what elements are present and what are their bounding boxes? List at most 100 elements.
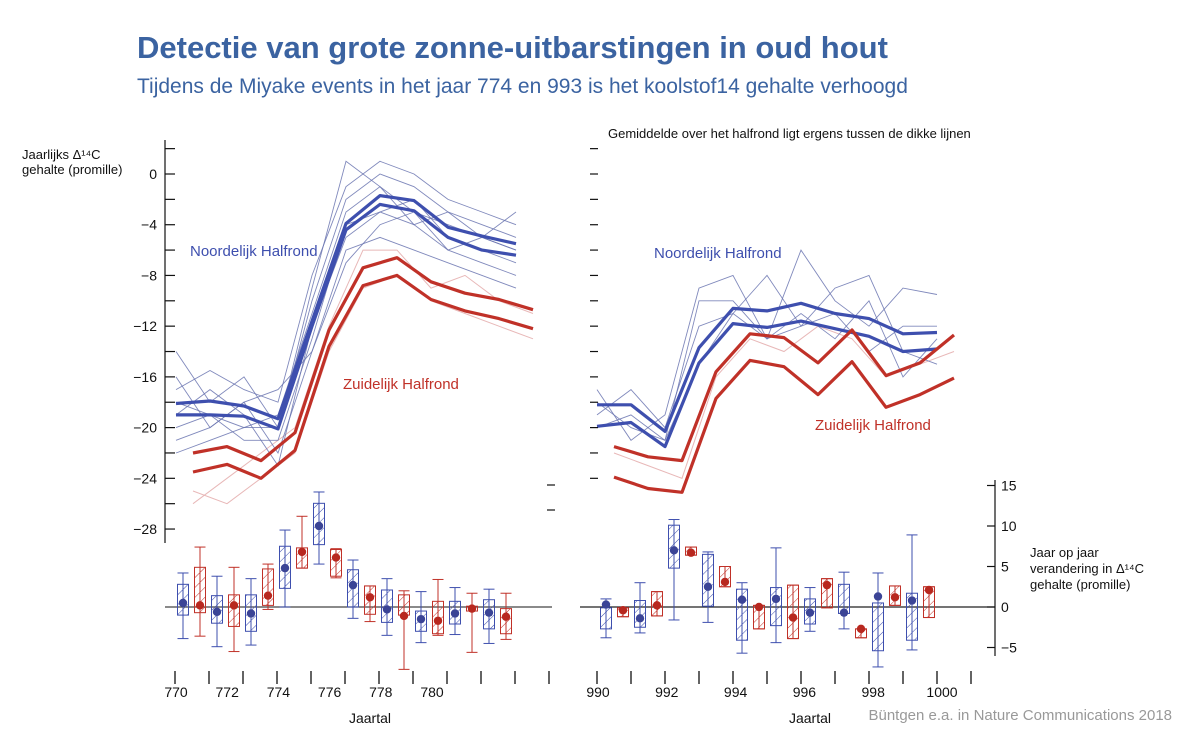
box-mean-dot [635,614,645,623]
right-y-tick-label: 5 [1001,559,1009,575]
box-mean-dot [873,592,883,601]
box-mean-dot [890,593,900,602]
box-mean-dot [229,601,239,610]
box-iqr [906,592,918,641]
box-mean-dot [771,594,781,604]
box-mean-dot [382,605,392,614]
right-y-tick-label: −5 [1001,640,1017,656]
right-north-annotation: Noordelijk Halfrond [654,245,782,262]
left-y-axis-label-line2: gehalte (promille) [22,162,122,177]
right-x-tick-label: 998 [862,684,886,700]
north-thin-series-line [175,160,517,403]
left-north-annotation: Noordelijk Halfrond [190,243,318,260]
box-mean-dot [805,608,815,617]
left-x-tick-label: 772 [216,684,240,700]
right-south-annotation: Zuidelijk Halfrond [815,417,931,434]
box-mean-dot [365,593,375,602]
left-y-tick-label: −12 [133,318,157,334]
right-x-axis-label: Jaartal [789,710,831,726]
right-y-axis-label-line1: Jaar op jaar [1030,545,1099,560]
north-thin-series-line [175,160,517,454]
left-y-tick-label: −24 [133,470,157,486]
right-x-tick-label: 990 [586,684,610,700]
north-thick-series-line [597,301,938,433]
south-thick-series-line [192,256,534,463]
chart-title: Detectie van grote zonne-uitbarstingen i… [137,30,888,65]
left-x-tick-label: 778 [369,684,393,700]
right-x-tick-label: 996 [793,684,817,700]
box-mean-dot [501,612,511,621]
right-panel-note: Gemiddelde over het halfrond ligt ergens… [608,126,971,141]
box-mean-dot [484,608,494,617]
box-mean-dot [467,604,477,613]
left-x-tick-label: 780 [420,684,444,700]
box-iqr [736,588,748,641]
box-mean-dot [348,580,358,590]
north-thin-series-line [175,198,517,467]
right-x-tick-label: 1000 [926,684,957,700]
north-thick-series-line [175,194,517,421]
box-iqr [600,607,612,630]
left-south-annotation: Zuidelijk Halfrond [343,376,459,393]
box-mean-dot [195,601,205,610]
north-thick-series-line [176,202,517,431]
box-mean-dot [450,609,460,618]
box-iqr [634,600,646,628]
left-y-tick-label: −20 [133,420,157,436]
south-thick-series-line [613,358,955,494]
right-y-axis-label-line2: verandering in Δ¹⁴C [1030,561,1144,576]
box-mean-dot [652,601,662,610]
box-mean-dot [907,596,917,605]
box-iqr [719,566,731,588]
left-x-tick-label: 770 [164,684,188,700]
box-iqr [702,553,714,607]
south-thick-series-line [613,328,956,463]
box-mean-dot [331,553,341,562]
box-mean-dot [703,582,713,591]
box-mean-dot [856,624,866,634]
north-thin-series-line [175,173,517,429]
box-iqr [872,602,884,652]
box-mean-dot [822,580,832,590]
right-y-tick-label: 10 [1001,518,1017,534]
box-mean-dot [924,585,934,595]
left-y-tick-label: −16 [133,369,157,385]
left-x-axis-label: Jaartal [349,710,391,726]
left-y-axis-label-line1: Jaarlijks Δ¹⁴C [22,147,101,162]
box-mean-dot [416,614,426,624]
chart-subtitle: Tijdens de Miyake events in het jaar 774… [137,75,908,98]
left-x-tick-label: 774 [267,684,291,700]
box-mean-dot [280,563,290,573]
box-mean-dot [601,600,611,609]
box-iqr [194,566,206,614]
right-x-tick-label: 992 [655,684,679,700]
box-mean-dot [246,609,256,618]
box-mean-dot [669,546,679,555]
box-mean-dot [618,606,628,615]
box-mean-dot [754,602,764,612]
north-thin-series-line [596,274,938,429]
left-y-tick-label: −28 [133,521,157,537]
south-thin-series-line [192,249,534,505]
box-mean-dot [737,595,747,604]
right-x-tick-label: 994 [724,684,748,700]
left-y-tick-label: 0 [149,166,157,182]
box-mean-dot [788,613,798,622]
right-y-tick-label: 15 [1001,478,1017,494]
south-thick-series-line [192,273,534,480]
box-iqr [787,584,799,640]
box-mean-dot [839,608,849,617]
box-mean-dot [212,607,222,617]
left-y-tick-label: −8 [141,267,157,283]
north-thin-series-line [175,211,517,429]
right-y-axis-label-line3: gehalte (promille) [1030,577,1130,592]
box-iqr [228,594,240,627]
box-iqr [770,587,782,627]
box-mean-dot [297,547,307,557]
box-mean-dot [178,598,188,608]
box-mean-dot [263,591,273,600]
box-mean-dot [314,521,324,531]
box-iqr [330,548,342,577]
source-credit: Büntgen e.a. in Nature Communications 20… [868,707,1172,724]
